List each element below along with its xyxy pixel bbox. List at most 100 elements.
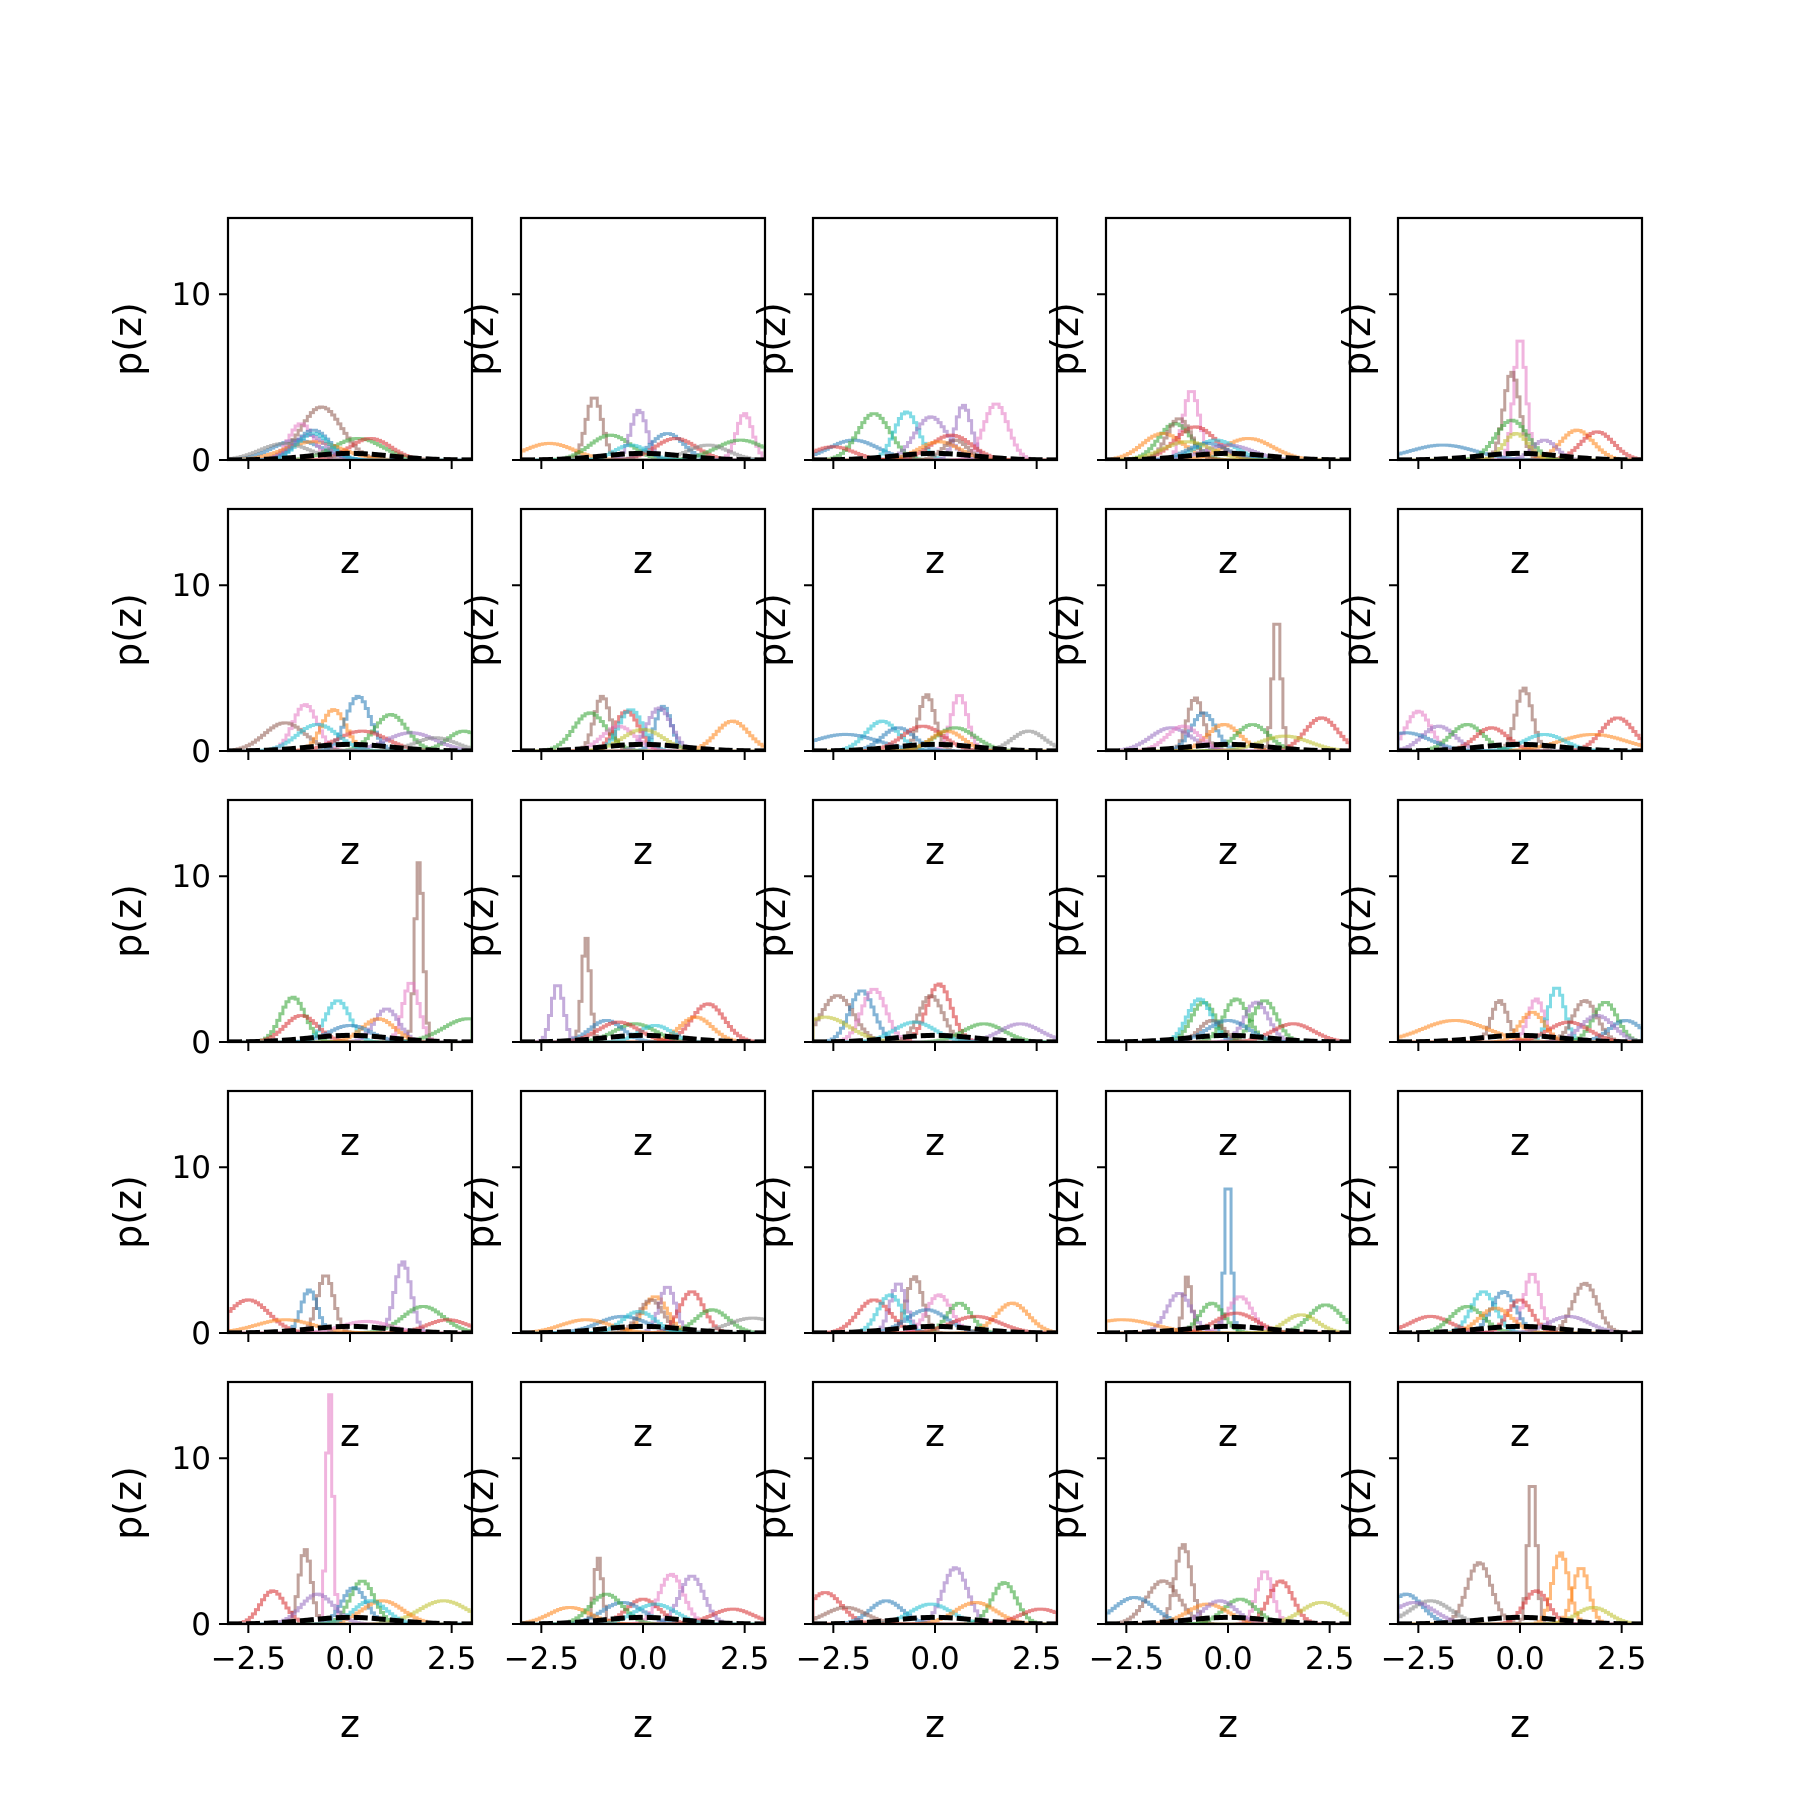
y-tick-label: 10	[172, 859, 211, 895]
subplot-r1-c2: z p(z)	[458, 216, 767, 582]
y-axis-label: p(z)	[106, 593, 150, 667]
x-axis-label: z	[925, 1120, 945, 1164]
subplot-r5-c2: −2.5 0.0 2.5 z p(z)	[458, 1380, 769, 1746]
x-tick-label: −2.5	[1089, 1641, 1164, 1677]
plot-area	[1398, 686, 1642, 751]
x-axis-label: z	[340, 1411, 360, 1455]
y-axis-label: p(z)	[1335, 1175, 1379, 1249]
y-axis-label: p(z)	[1335, 593, 1379, 667]
plot-area	[521, 1556, 765, 1624]
plot-area	[228, 405, 472, 460]
histogram-series-3	[521, 1298, 765, 1333]
axes-frame	[519, 216, 767, 462]
subplot-r1-c1: 0 10 z p(z)	[106, 216, 474, 582]
plot-area	[813, 1275, 1057, 1333]
x-axis-label: z	[1510, 1411, 1530, 1455]
plot-area	[1106, 997, 1350, 1042]
subplot-r5-c5: −2.5 0.0 2.5 z p(z)	[1335, 1380, 1646, 1746]
plot-area	[521, 694, 765, 751]
plot-area	[1398, 1272, 1642, 1333]
y-axis-label: p(z)	[106, 1466, 150, 1540]
histogram-series-8	[228, 731, 472, 751]
histogram-series-2	[1398, 709, 1642, 751]
histogram-series-5	[813, 403, 1057, 460]
subplot-r1-c4: z p(z)	[1043, 216, 1352, 582]
x-tick-label: 2.5	[1597, 1641, 1646, 1677]
x-tick-label: 0.0	[910, 1641, 959, 1677]
x-axis-label: z	[925, 1702, 945, 1746]
y-tick-label: 0	[191, 734, 211, 770]
histogram-series-1	[521, 1295, 765, 1333]
subplot-r4-c5: z p(z)	[1335, 1089, 1644, 1455]
y-axis-label: p(z)	[458, 884, 502, 958]
x-axis-label: z	[633, 1120, 653, 1164]
subplot-r5-c3: −2.5 0.0 2.5 z p(z)	[750, 1380, 1061, 1746]
histogram-series-1	[813, 693, 1057, 751]
y-axis-label: p(z)	[458, 1175, 502, 1249]
x-axis-label: z	[1510, 1702, 1530, 1746]
subplot-r2-c4: z p(z)	[1043, 507, 1352, 873]
x-axis-label: z	[633, 829, 653, 873]
axes-frame	[1104, 216, 1352, 462]
subplot-r4-c3: z p(z)	[750, 1089, 1059, 1455]
x-tick-label: 0.0	[618, 1641, 667, 1677]
y-tick-label: 10	[172, 277, 211, 313]
y-tick-label: 10	[172, 1150, 211, 1186]
y-axis-label: p(z)	[750, 302, 794, 376]
x-axis-label: z	[633, 1702, 653, 1746]
y-axis-label: p(z)	[750, 1466, 794, 1540]
histogram-series-5	[813, 994, 1057, 1042]
histogram-series-4	[228, 999, 472, 1042]
y-axis-label: p(z)	[106, 1175, 150, 1249]
histogram-series-5	[228, 1305, 472, 1333]
y-tick-label: 10	[172, 568, 211, 604]
histogram-series-2	[1398, 997, 1642, 1042]
plot-area	[813, 693, 1057, 751]
y-axis-label: p(z)	[458, 1466, 502, 1540]
y-axis-label: p(z)	[458, 302, 502, 376]
histogram-series-1	[521, 1556, 765, 1624]
histogram-series-4	[521, 408, 765, 460]
histogram-series-7	[521, 412, 765, 460]
y-axis-label: p(z)	[1335, 302, 1379, 376]
plot-area	[1398, 339, 1642, 460]
subplot-r2-c3: z p(z)	[750, 507, 1059, 873]
y-axis-label: p(z)	[106, 302, 150, 376]
x-axis-label: z	[340, 829, 360, 873]
histogram-series-4	[1106, 1295, 1350, 1333]
subplot-r3-c4: z p(z)	[1043, 798, 1352, 1164]
y-axis-label: p(z)	[106, 884, 150, 958]
plot-area	[1398, 1485, 1642, 1624]
y-tick-label: 0	[191, 443, 211, 479]
y-tick-label: 0	[191, 1025, 211, 1061]
y-tick-label: 10	[172, 1441, 211, 1477]
subplot-r2-c1: 0 10 z p(z)	[106, 507, 474, 873]
y-axis-label: p(z)	[1043, 593, 1087, 667]
x-tick-label: 2.5	[427, 1641, 476, 1677]
plot-area	[1106, 1187, 1350, 1333]
y-axis-label: p(z)	[1335, 1466, 1379, 1540]
subplot-r4-c4: z p(z)	[1043, 1089, 1352, 1455]
x-tick-label: 0.0	[1495, 1641, 1544, 1677]
plot-area	[1106, 1543, 1350, 1624]
y-axis-label: p(z)	[1043, 302, 1087, 376]
plot-area	[1398, 986, 1642, 1042]
histogram-series-8	[1398, 432, 1642, 460]
plot-area	[813, 1566, 1057, 1624]
histogram-series-1	[228, 1298, 472, 1333]
x-axis-label: z	[1510, 829, 1530, 873]
histogram-series-6	[813, 402, 1057, 460]
plot-area	[1106, 622, 1350, 751]
x-axis-label: z	[1218, 829, 1238, 873]
x-axis-label: z	[925, 538, 945, 582]
x-tick-label: −2.5	[796, 1641, 871, 1677]
histogram-series-4	[813, 982, 1057, 1042]
plot-area	[1106, 390, 1350, 460]
histogram-series-1	[1106, 1187, 1350, 1333]
x-axis-label: z	[1218, 1702, 1238, 1746]
subplot-r1-c5: z p(z)	[1335, 216, 1644, 582]
y-tick-label: 0	[191, 1316, 211, 1352]
plot-area	[228, 1260, 472, 1333]
x-axis-label: z	[1510, 538, 1530, 582]
